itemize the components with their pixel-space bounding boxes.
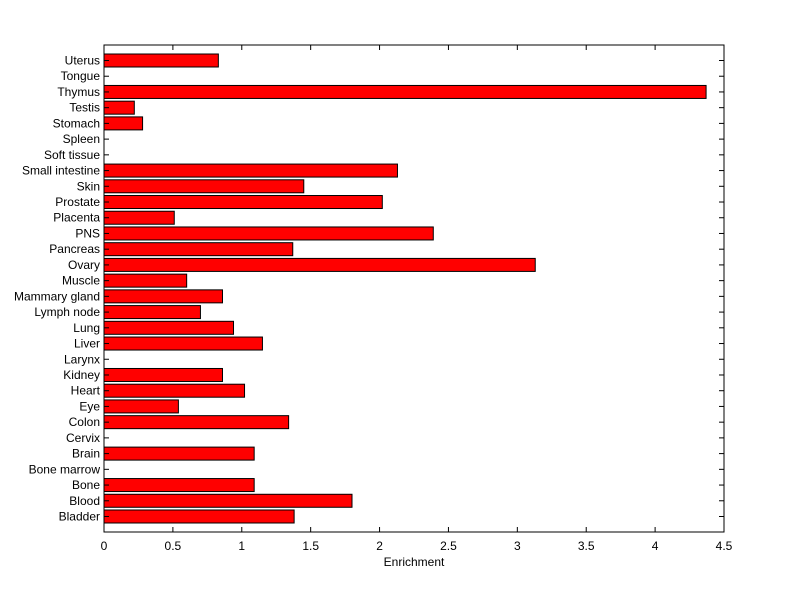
- y-tick-label-larynx: Larynx: [64, 352, 100, 366]
- y-tick-label-tongue: Tongue: [61, 69, 101, 83]
- x-tick-label: 3: [514, 539, 521, 553]
- y-tick-label-brain: Brain: [72, 447, 100, 461]
- x-tick-label: 2: [376, 539, 383, 553]
- x-tick-label: 4.5: [716, 539, 733, 553]
- y-tick-label-skin: Skin: [77, 179, 100, 193]
- y-tick-label-colon: Colon: [69, 415, 100, 429]
- bar-pancreas: [103, 242, 294, 257]
- bar-mammary-gland: [103, 289, 223, 304]
- y-tick-label-lung: Lung: [73, 321, 100, 335]
- y-tick-label-bone-marrow: Bone marrow: [29, 462, 101, 476]
- bar-lung: [103, 320, 235, 335]
- y-tick-label-liver: Liver: [74, 337, 100, 351]
- y-tick-label-cervix: Cervix: [66, 431, 100, 445]
- bar-ovary: [103, 257, 536, 272]
- bar-uterus: [103, 53, 219, 68]
- y-tick-label-muscle: Muscle: [62, 274, 100, 288]
- y-tick-label-bladder: Bladder: [59, 510, 100, 524]
- bar-muscle: [103, 273, 188, 288]
- y-tick-label-lymph-node: Lymph node: [34, 305, 100, 319]
- y-tick-label-placenta: Placenta: [53, 211, 100, 225]
- bar-small-intestine: [103, 163, 398, 178]
- x-tick-label: 1.5: [302, 539, 319, 553]
- x-tick-label: 3.5: [578, 539, 595, 553]
- bar-colon: [103, 415, 290, 430]
- y-tick-label-prostate: Prostate: [55, 195, 100, 209]
- bar-lymph-node: [103, 305, 201, 320]
- y-tick-label-pns: PNS: [75, 226, 100, 240]
- x-tick-label: 0: [101, 539, 108, 553]
- y-tick-label-small-intestine: Small intestine: [22, 164, 100, 178]
- bar-prostate: [103, 195, 383, 210]
- x-tick-label: 1: [238, 539, 245, 553]
- ticks-layer: [103, 45, 725, 532]
- plot-frame: [103, 44, 725, 533]
- y-tick-label-ovary: Ovary: [68, 258, 100, 272]
- x-tick-label: 2.5: [440, 539, 457, 553]
- y-tick-label-stomach: Stomach: [53, 116, 100, 130]
- y-tick-label-kidney: Kidney: [63, 368, 100, 382]
- y-tick-label-heart: Heart: [71, 384, 101, 398]
- bar-heart: [103, 383, 246, 398]
- y-tick-label-bone: Bone: [72, 478, 100, 492]
- y-tick-label-spleen: Spleen: [63, 132, 100, 146]
- bar-placenta: [103, 210, 175, 225]
- y-tick-label-thymus: Thymus: [57, 85, 100, 99]
- bar-bone: [103, 478, 255, 493]
- y-tick-label-testis: Testis: [69, 101, 100, 115]
- bars-layer: [103, 53, 707, 524]
- y-tick-label-eye: Eye: [79, 399, 100, 413]
- bar-blood: [103, 493, 353, 508]
- bar-eye: [103, 399, 179, 414]
- x-tick-label: 4: [652, 539, 659, 553]
- bar-stomach: [103, 116, 144, 131]
- y-tick-label-pancreas: Pancreas: [49, 242, 100, 256]
- bar-brain: [103, 446, 255, 461]
- bar-pns: [103, 226, 434, 241]
- bar-bladder: [103, 509, 295, 524]
- y-tick-label-soft-tissue: Soft tissue: [44, 148, 100, 162]
- bar-thymus: [103, 84, 707, 99]
- bar-skin: [103, 179, 305, 194]
- x-tick-label: 0.5: [165, 539, 182, 553]
- x-axis-title: Enrichment: [384, 555, 445, 569]
- y-tick-label-blood: Blood: [69, 494, 100, 508]
- y-tick-label-mammary-gland: Mammary gland: [14, 289, 100, 303]
- bar-kidney: [103, 367, 223, 382]
- bar-liver: [103, 336, 263, 351]
- y-tick-label-uterus: Uterus: [65, 54, 100, 68]
